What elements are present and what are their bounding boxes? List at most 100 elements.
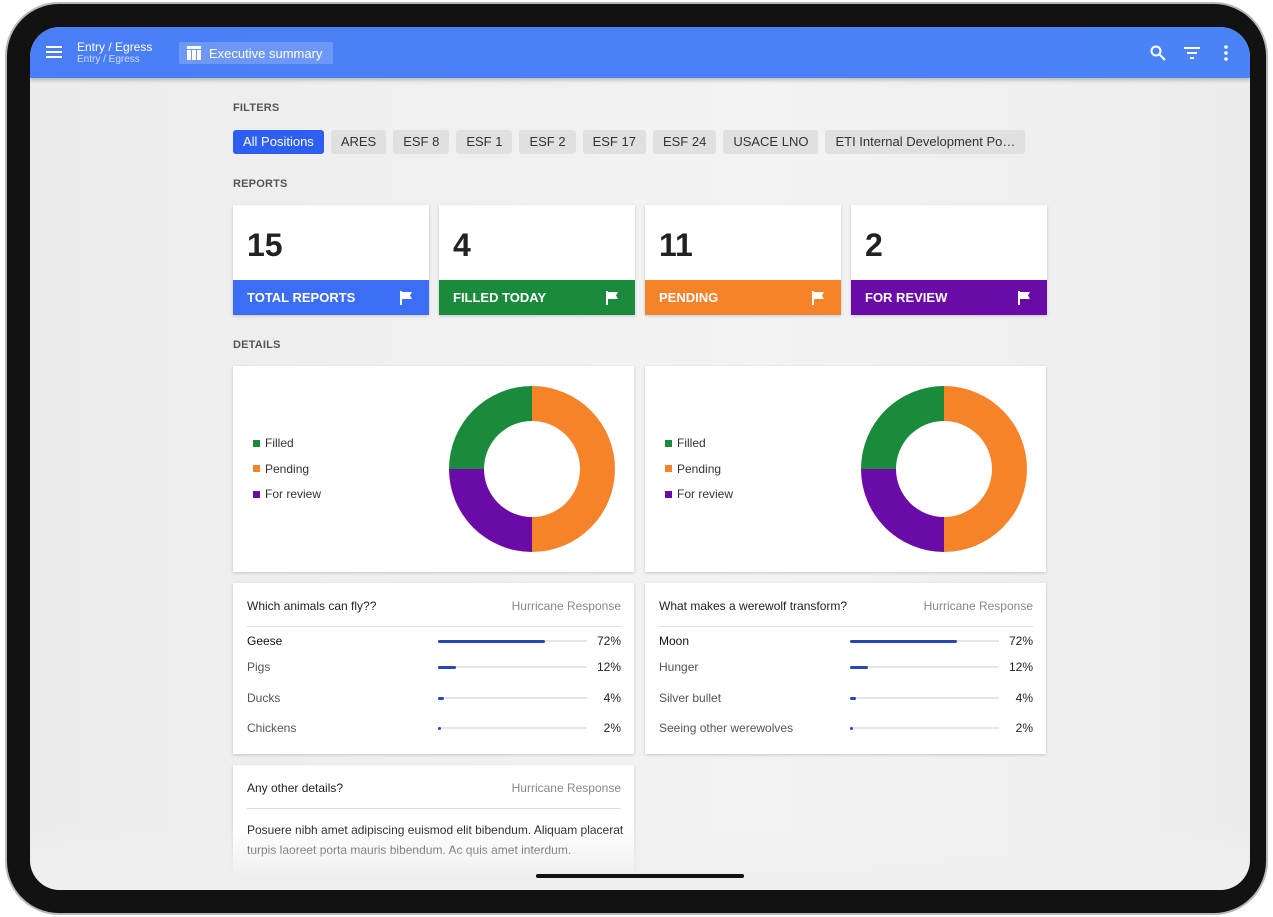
progress-track bbox=[438, 727, 587, 729]
menu-icon[interactable] bbox=[46, 46, 62, 59]
section-label: FILTERS bbox=[233, 102, 280, 114]
flag-icon bbox=[400, 291, 412, 305]
report-card: 11 PENDING bbox=[645, 205, 841, 315]
survey-card: What makes a werewolf transform? Hurrican… bbox=[645, 583, 1046, 754]
progress-track bbox=[850, 697, 999, 699]
chart-card: Filled Pending For review bbox=[645, 366, 1046, 572]
filter-chip[interactable]: ESF 24 bbox=[652, 130, 717, 154]
donut-segment bbox=[944, 386, 1027, 552]
section-label: DETAILS bbox=[233, 339, 281, 351]
legend-item: For review bbox=[665, 487, 733, 501]
more-icon[interactable] bbox=[1223, 45, 1229, 61]
report-label: FOR REVIEW bbox=[865, 290, 948, 305]
progress-bar bbox=[438, 639, 546, 643]
report-count: 2 bbox=[865, 227, 883, 263]
progress-bar bbox=[438, 696, 444, 700]
search-icon[interactable] bbox=[1150, 45, 1166, 61]
divider bbox=[247, 808, 621, 809]
option-label: Moon bbox=[659, 634, 690, 648]
report-strip: TOTAL REPORTS bbox=[233, 280, 429, 315]
legend-swatch bbox=[665, 439, 672, 447]
flag-shape bbox=[1018, 291, 1030, 305]
filter-chip[interactable]: All Positions bbox=[233, 130, 324, 154]
report-card: 15 TOTAL REPORTS bbox=[233, 205, 429, 315]
filter-chip[interactable]: ESF 8 bbox=[393, 130, 450, 154]
legend-swatch bbox=[253, 465, 260, 472]
option-value: 72% bbox=[596, 634, 621, 648]
filter-chip[interactable]: ESF 1 bbox=[456, 130, 513, 154]
scroll-fade bbox=[30, 827, 1250, 890]
app-subtitle: Entry / Egress bbox=[77, 54, 140, 65]
option-value: 12% bbox=[596, 660, 621, 674]
legend-label: Pending bbox=[677, 461, 722, 476]
filter-chip[interactable]: USACE LNO bbox=[723, 130, 819, 154]
legend-item: Filled bbox=[253, 436, 294, 450]
card-question: Any other details? bbox=[247, 781, 344, 795]
flag-icon bbox=[606, 291, 618, 305]
report-label: FILLED TODAY bbox=[453, 290, 547, 305]
view-icon bbox=[187, 46, 201, 60]
filter-icon[interactable] bbox=[1184, 47, 1200, 59]
option-label: Geese bbox=[247, 634, 283, 648]
legend-label: For review bbox=[677, 487, 734, 501]
survey-question: Which animals can fly?? bbox=[247, 599, 377, 613]
option-value: 2% bbox=[1015, 721, 1033, 735]
flag-shape bbox=[606, 291, 618, 305]
survey-question: What makes a werewolf transform? bbox=[659, 599, 848, 613]
flag-shape bbox=[812, 291, 824, 305]
progress-bar bbox=[850, 665, 868, 669]
legend-item: Filled bbox=[665, 436, 706, 450]
app-bar: Entry / Egress Entry / Egress Executive … bbox=[30, 27, 1250, 78]
progress-track bbox=[850, 727, 999, 729]
option-label: Silver bullet bbox=[659, 691, 722, 705]
view-selector[interactable]: Executive summary bbox=[179, 42, 333, 64]
legend-label: For review bbox=[265, 487, 322, 501]
donut-chart bbox=[861, 386, 1027, 552]
option-label: Seeing other werewolves bbox=[659, 721, 794, 735]
donut-segment bbox=[861, 469, 944, 552]
report-count: 4 bbox=[453, 227, 471, 263]
report-count: 15 bbox=[247, 227, 283, 263]
option-value: 12% bbox=[1008, 660, 1033, 674]
option-value: 4% bbox=[603, 691, 621, 705]
option-label: Pigs bbox=[247, 660, 271, 674]
option-value: 4% bbox=[1015, 691, 1033, 705]
report-strip: FILLED TODAY bbox=[439, 280, 635, 315]
screen: Entry / Egress Entry / Egress Executive … bbox=[30, 27, 1250, 890]
progress-track bbox=[850, 666, 999, 668]
filter-chips: All Positions ARES ESF 8 ESF 1 ESF 2 ESF 17 ES… bbox=[233, 130, 1026, 154]
filter-chip[interactable]: ESF 2 bbox=[519, 130, 576, 154]
legend-label: Pending bbox=[265, 461, 310, 476]
progress-bar bbox=[850, 696, 856, 700]
report-count: 11 bbox=[659, 227, 693, 263]
report-strip: FOR REVIEW bbox=[851, 280, 1047, 315]
flag-icon bbox=[1018, 291, 1030, 305]
filter-chip[interactable]: ESF 17 bbox=[582, 130, 646, 154]
legend-swatch bbox=[253, 490, 260, 498]
report-strip: PENDING bbox=[645, 280, 841, 315]
option-label: Chickens bbox=[247, 721, 297, 735]
legend-label: Filled bbox=[677, 436, 706, 450]
filter-chip[interactable]: ARES bbox=[330, 130, 387, 154]
option-label: Hunger bbox=[659, 660, 699, 674]
progress-bar bbox=[850, 726, 853, 730]
report-card: 4 FILLED TODAY bbox=[439, 205, 635, 315]
legend-item: Pending bbox=[253, 462, 309, 476]
legend-swatch bbox=[253, 439, 260, 447]
device-frame: Entry / Egress Entry / Egress Executive … bbox=[7, 4, 1266, 913]
progress-track bbox=[438, 697, 587, 699]
donut-segment bbox=[532, 386, 615, 552]
survey-source: Hurricane Response bbox=[511, 599, 621, 613]
filter-chip[interactable]: ETI Internal Development Po… bbox=[825, 130, 1026, 154]
legend-item: For review bbox=[253, 487, 321, 501]
progress-bar bbox=[438, 726, 441, 730]
report-card: 2 FOR REVIEW bbox=[851, 205, 1047, 315]
donut-chart bbox=[449, 386, 615, 552]
legend-item: Pending bbox=[665, 462, 721, 476]
option-value: 2% bbox=[603, 721, 621, 735]
divider bbox=[247, 626, 621, 627]
option-label: Ducks bbox=[247, 691, 281, 705]
divider bbox=[659, 626, 1033, 627]
report-label: TOTAL REPORTS bbox=[247, 290, 356, 305]
